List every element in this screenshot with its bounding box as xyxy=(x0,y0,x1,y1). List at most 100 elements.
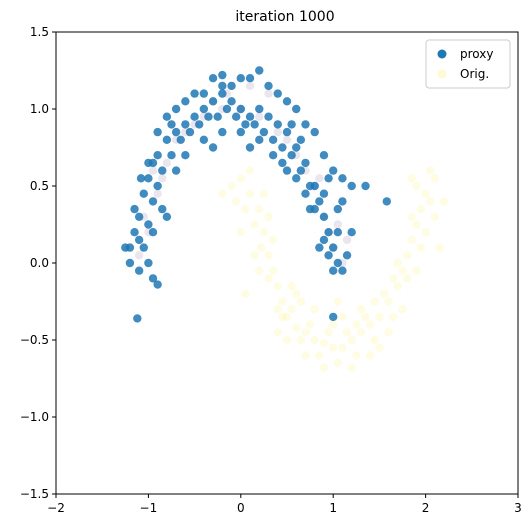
scatter-point xyxy=(231,197,241,206)
scatter-point xyxy=(301,158,310,168)
scatter-point xyxy=(301,328,310,337)
scatter-point xyxy=(319,338,329,348)
scatter-point xyxy=(292,323,301,332)
scatter-point xyxy=(324,228,333,237)
scatter-point xyxy=(264,251,273,260)
scatter-point xyxy=(278,312,287,322)
scatter-point xyxy=(213,112,222,121)
scatter-point xyxy=(310,127,319,137)
scatter-point xyxy=(402,274,412,283)
scatter-point xyxy=(273,328,282,337)
scatter-point xyxy=(153,189,162,198)
scatter-point xyxy=(329,243,338,252)
scatter-point xyxy=(190,112,199,121)
scatter-point xyxy=(338,197,347,206)
scatter-point xyxy=(379,289,389,298)
scatter-point xyxy=(439,197,449,206)
scatter-point xyxy=(264,89,273,98)
scatter-point xyxy=(167,151,176,160)
scatter-point xyxy=(250,120,259,129)
scatter-point xyxy=(148,228,158,237)
y-tick-label: −1.5 xyxy=(20,487,49,501)
scatter-point xyxy=(329,166,338,175)
series-orig- xyxy=(218,166,449,372)
scatter-point xyxy=(347,181,356,191)
scatter-point xyxy=(144,220,153,229)
scatter-point xyxy=(153,127,162,137)
scatter-point xyxy=(347,228,356,237)
scatter-point xyxy=(338,312,347,322)
x-tick-label: 1 xyxy=(329,501,337,515)
scatter-point xyxy=(162,135,172,144)
scatter-point xyxy=(185,127,195,137)
scatter-point xyxy=(241,289,250,298)
scatter-point xyxy=(134,212,144,221)
scatter-point xyxy=(264,212,273,221)
plot-area xyxy=(121,66,449,372)
scatter-point xyxy=(338,174,347,183)
scatter-point xyxy=(384,328,393,337)
scatter-point xyxy=(259,127,269,137)
scatter-point xyxy=(273,281,282,291)
scatter-point xyxy=(130,228,139,237)
scatter-point xyxy=(426,166,435,175)
scatter-point xyxy=(292,289,301,298)
scatter-point xyxy=(282,135,292,144)
y-axis: −1.5 −1.0 −0.5 0.0 0.5 1.0 1.5 xyxy=(20,25,56,501)
scatter-point xyxy=(231,112,241,121)
scatter-point xyxy=(342,328,352,337)
scatter-point xyxy=(208,74,218,83)
scatter-point xyxy=(430,212,440,221)
scatter-point xyxy=(245,189,255,198)
scatter-point xyxy=(125,258,135,268)
scatter-point xyxy=(292,174,301,183)
scatter-point xyxy=(338,343,347,352)
scatter-point xyxy=(370,297,379,306)
scatter-point xyxy=(402,251,412,260)
scatter-point xyxy=(255,266,264,275)
scatter-point xyxy=(250,220,259,229)
scatter-point xyxy=(305,181,315,191)
scatter-point xyxy=(347,335,356,345)
scatter-point xyxy=(259,189,269,198)
y-tick-label: 1.0 xyxy=(30,102,49,116)
scatter-point xyxy=(282,312,292,322)
scatter-point xyxy=(329,320,338,329)
y-tick-label: −1.0 xyxy=(20,410,49,424)
scatter-point xyxy=(245,81,255,91)
scatter-point xyxy=(287,151,296,160)
scatter-point xyxy=(136,174,146,183)
scatter-point xyxy=(181,151,190,160)
scatter-point xyxy=(384,297,393,306)
scatter-point xyxy=(435,243,444,252)
scatter-point xyxy=(370,335,379,345)
scatter-point xyxy=(412,220,421,229)
scatter-point xyxy=(241,204,250,214)
scatter-point xyxy=(407,212,416,221)
scatter-point xyxy=(148,197,158,206)
scatter-point xyxy=(236,174,245,183)
scatter-point xyxy=(282,166,292,175)
scatter-point xyxy=(133,314,142,323)
scatter-point xyxy=(324,328,333,337)
scatter-point xyxy=(268,135,278,144)
scatter-point xyxy=(134,251,144,260)
scatter-point xyxy=(176,135,185,144)
scatter-point xyxy=(162,212,172,221)
scatter-point xyxy=(407,235,416,245)
scatter-point xyxy=(398,305,407,314)
y-tick-label: −0.5 xyxy=(20,333,49,347)
scatter-point xyxy=(255,104,264,114)
scatter-point xyxy=(310,305,319,314)
scatter-point xyxy=(292,104,301,114)
scatter-point xyxy=(315,351,324,360)
legend-marker xyxy=(437,49,447,59)
scatter-point xyxy=(301,351,310,360)
legend-label: Orig. xyxy=(460,67,489,81)
scatter-point xyxy=(171,104,181,114)
scatter-point xyxy=(255,112,264,121)
scatter-point xyxy=(329,312,338,322)
scatter-point xyxy=(199,135,209,144)
scatter-point xyxy=(324,174,333,183)
